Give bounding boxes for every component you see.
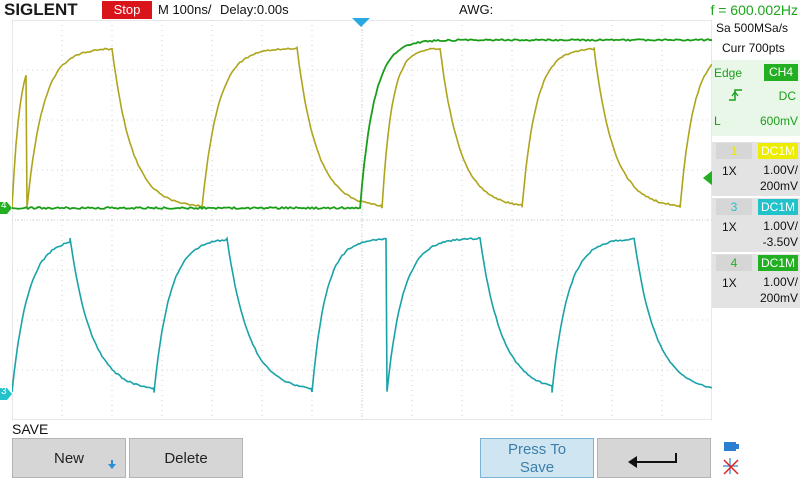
channel-1-probe: 1X <box>722 164 737 178</box>
trigger-info[interactable]: Edge CH4 DC L 600mV <box>712 60 800 136</box>
channel-3-probe: 1X <box>722 220 737 234</box>
waveform-display[interactable] <box>12 20 712 420</box>
press-to-save-button[interactable]: Press To Save <box>480 438 594 478</box>
memory-depth: Curr 700pts <box>722 41 785 55</box>
channel-3-number: 3 <box>716 199 752 215</box>
channel-1-scale: 1.00V/ <box>763 163 798 177</box>
channel-4-number: 4 <box>716 255 752 271</box>
trigger-level-label: L <box>714 114 721 128</box>
ch4-marker-label: 4 <box>1 200 7 211</box>
right-info-panel: Sa 500MSa/s Curr 700pts Edge CH4 DC L 60… <box>712 20 800 420</box>
channel-3-coupling: DC1M <box>758 199 798 215</box>
brand-logo: SIGLENT <box>4 0 78 20</box>
channel-3-scale: 1.00V/ <box>763 219 798 233</box>
trigger-type: Edge <box>714 66 742 80</box>
network-status-icon <box>718 440 748 478</box>
run-stop-badge[interactable]: Stop <box>102 1 152 19</box>
trigger-coupling: DC <box>779 89 796 103</box>
channel-4-offset: 200mV <box>760 291 798 305</box>
ch3-marker-label: 3 <box>1 386 7 397</box>
trigger-position-marker[interactable] <box>352 18 372 28</box>
trigger-level: 600mV <box>760 114 798 128</box>
chevron-down-icon <box>105 459 119 473</box>
trigger-source: CH4 <box>764 64 798 81</box>
ch4-ground-marker[interactable]: 4 <box>0 201 12 213</box>
awg-readout: AWG: <box>459 0 493 20</box>
delete-button-label: Delete <box>164 450 207 467</box>
channel-4-scale: 1.00V/ <box>763 275 798 289</box>
delete-button[interactable]: Delete <box>129 438 243 478</box>
rising-edge-icon <box>728 88 744 102</box>
ch3-ground-marker[interactable]: 3 <box>0 387 12 399</box>
status-bar: SIGLENT Stop M 100ns/ Delay:0.00s AWG: f… <box>0 0 800 20</box>
sample-rate: Sa 500MSa/s <box>716 21 788 35</box>
channel-4-coupling: DC1M <box>758 255 798 271</box>
menu-title: SAVE <box>12 420 48 438</box>
channel-1-coupling: DC1M <box>758 143 798 159</box>
channel-1-info[interactable]: 1 DC1M 1X 1.00V/ 200mV <box>712 142 800 196</box>
channel-3-offset: -3.50V <box>763 235 798 249</box>
channel-4-probe: 1X <box>722 276 737 290</box>
channel-4-info[interactable]: 4 DC1M 1X 1.00V/ 200mV <box>712 254 800 308</box>
channel-1-offset: 200mV <box>760 179 798 193</box>
frequency-readout: f = 600.002Hz <box>710 0 798 20</box>
back-button[interactable] <box>597 438 711 478</box>
new-button-label: New <box>54 450 84 467</box>
new-button[interactable]: New <box>12 438 126 478</box>
channel-1-number: 1 <box>716 143 752 159</box>
channel-3-info[interactable]: 3 DC1M 1X 1.00V/ -3.50V <box>712 198 800 252</box>
delay-readout[interactable]: Delay:0.00s <box>220 0 289 20</box>
press-to-save-line1: Press To <box>481 441 593 459</box>
timebase-readout[interactable]: M 100ns/ <box>158 0 211 20</box>
return-arrow-icon <box>624 449 684 469</box>
press-to-save-line2: Save <box>481 459 593 477</box>
